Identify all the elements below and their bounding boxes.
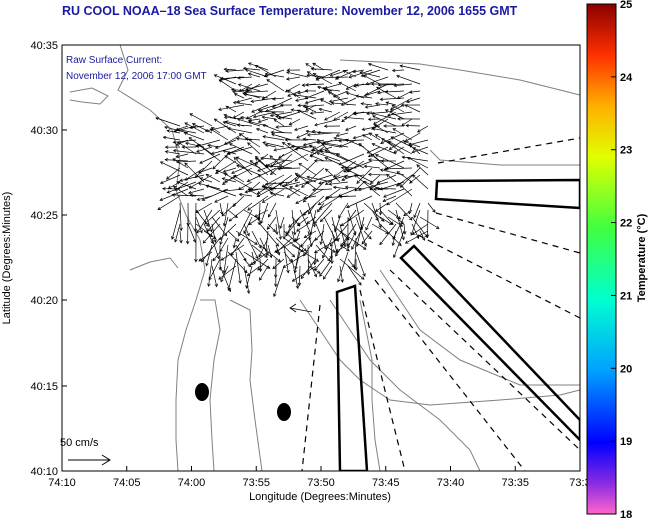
x-tick-label: 74:05	[113, 477, 141, 489]
y-tick-label: 40:35	[30, 40, 58, 52]
colorbar-tick-label: 21	[620, 290, 632, 302]
colorbar-ticks: 25 24 23 22 21 20 19 18	[611, 0, 633, 518]
scale-label: 50 cm/s	[60, 437, 99, 449]
x-tick-label: 73:50	[307, 477, 335, 489]
x-tick-label: 73:55	[242, 477, 270, 489]
colorbar-tick-label: 23	[620, 145, 632, 157]
map-title: RU COOL NOAA–18 Sea Surface Temperature:…	[62, 4, 518, 18]
scale-arrow	[68, 454, 111, 466]
colorbar-tick-label: 18	[620, 509, 632, 518]
y-tick-label: 40:25	[30, 210, 58, 222]
colorbar-tick-label: 24	[620, 72, 633, 84]
colorbar-tick-label: 22	[620, 218, 632, 230]
x-axis-ticks: 74:10 74:05 74:00 73:55 73:50 73:45 73:40 73:35…	[48, 466, 591, 489]
annotation-line-1: Raw Surface Current:	[66, 55, 162, 66]
x-tick-label: 74:00	[178, 477, 206, 489]
x-tick-label: 73:40	[437, 477, 465, 489]
x-tick-label: 73:35	[501, 477, 529, 489]
y-tick-label: 40:20	[30, 295, 58, 307]
drift-arrow	[289, 303, 313, 313]
colorbar	[586, 3, 617, 515]
colorbar-label: Temperature (°C)	[636, 213, 648, 302]
y-axis-ticks: 40:35 40:30 40:25 40:20 40:15 40:10	[30, 40, 67, 478]
bathymetry-contours	[69, 45, 580, 471]
colorbar-tick-label: 25	[620, 0, 632, 11]
y-tick-label: 40:15	[30, 381, 58, 393]
y-tick-label: 40:10	[30, 466, 58, 478]
x-tick-label: 74:10	[48, 477, 76, 489]
y-tick-label: 40:30	[30, 125, 58, 137]
x-tick-label: 73:3	[569, 477, 590, 489]
x-tick-label: 73:45	[372, 477, 400, 489]
y-axis-label: Latitude (Degrees:Minutes)	[1, 192, 13, 325]
buoy-marker	[195, 383, 209, 401]
current-vector-arrows	[155, 62, 440, 298]
map-area	[62, 45, 580, 471]
shipping-lane-boxes	[301, 137, 580, 471]
annotation-line-2: November 12, 2006 17:00 GMT	[66, 71, 207, 82]
colorbar-tick-label: 19	[620, 436, 632, 448]
x-axis-label: Longitude (Degrees:Minutes)	[249, 491, 391, 503]
colorbar-tick-label: 20	[620, 363, 632, 375]
buoy-marker	[277, 403, 291, 421]
